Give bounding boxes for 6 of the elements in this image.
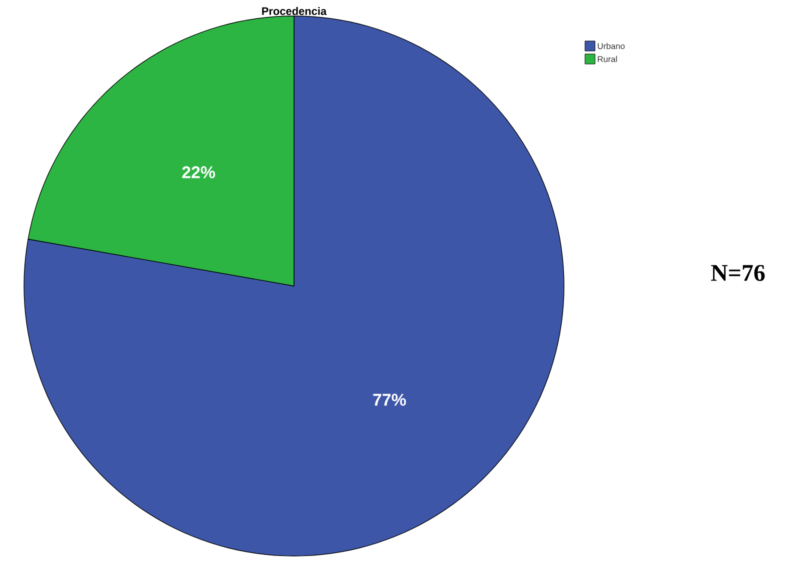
data-label: 77% — [373, 394, 406, 406]
legend-label: Rural — [598, 56, 617, 62]
data-label: 22% — [182, 166, 216, 178]
legend-label: Urbano — [598, 42, 625, 50]
chart-title: Procedencia — [262, 6, 327, 16]
text: N=76 — [711, 264, 765, 282]
